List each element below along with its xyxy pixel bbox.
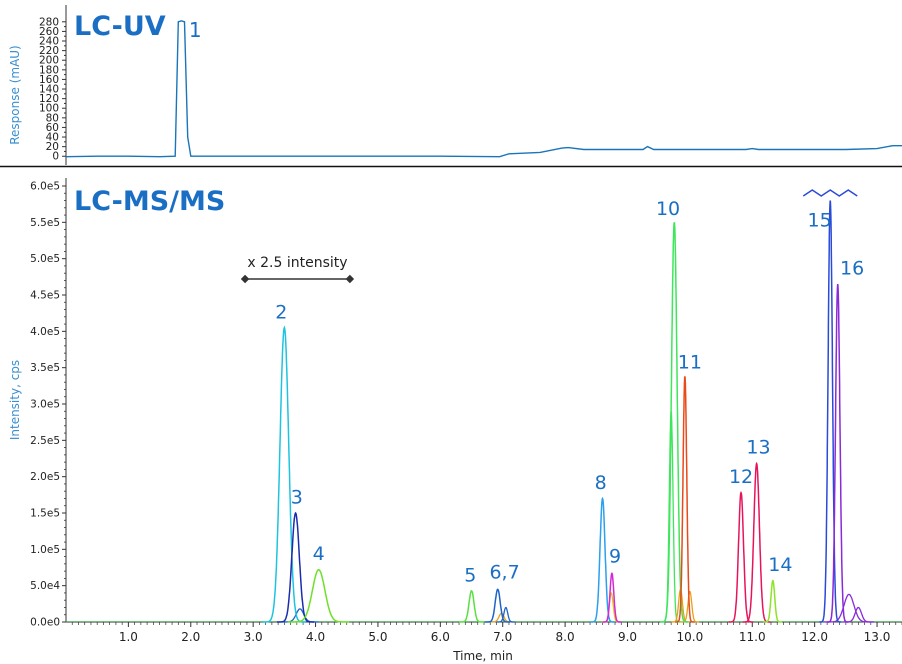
ms-peak-3 bbox=[276, 511, 315, 623]
peak-label-13: 13 bbox=[746, 436, 770, 458]
ms-peak-16 bbox=[826, 283, 849, 623]
ms-minor-peak bbox=[824, 593, 874, 623]
peak-label-6-7: 6,7 bbox=[489, 561, 519, 583]
ms-x-tick-label: 10.0 bbox=[677, 630, 704, 644]
ms-x-axis-label: Time, min bbox=[452, 649, 513, 663]
bracket-label: x 2.5 intensity bbox=[247, 255, 347, 271]
ms-x-tick-label: 1.0 bbox=[119, 630, 138, 644]
uv-y-tick-label: 20 bbox=[46, 141, 59, 153]
ms-x-tick-label: 12.0 bbox=[801, 630, 828, 644]
peak-label-5: 5 bbox=[464, 564, 476, 586]
peak-label-11: 11 bbox=[678, 351, 702, 373]
peak-label-2: 2 bbox=[275, 301, 287, 323]
uv-y-tick-label: 140 bbox=[39, 84, 59, 96]
bracket-end-right bbox=[345, 274, 355, 284]
ms-y-tick-label: 1.5e5 bbox=[30, 508, 60, 520]
uv-y-tick-label: 100 bbox=[39, 103, 59, 115]
peak-label-9: 9 bbox=[609, 545, 621, 567]
uv-y-tick-label: 220 bbox=[39, 45, 59, 57]
ms-peak-10 bbox=[660, 222, 689, 623]
ms-minor-peak bbox=[601, 592, 621, 623]
lc-ms-panel: 0.0e0 5.0e4 1.0e5 1.5e5 2.0e5 2.5e5 3.0e5 3.5e5… bbox=[8, 178, 902, 663]
ms-y-tick-label: 5.0e5 bbox=[30, 253, 60, 265]
bracket-end-left bbox=[240, 274, 250, 284]
ms-peak-11 bbox=[675, 376, 695, 623]
ms-x-tick-label: 2.0 bbox=[181, 630, 200, 644]
uv-y-tick-label: 40 bbox=[46, 132, 59, 144]
peak-label-3: 3 bbox=[291, 487, 303, 509]
peak-label-4: 4 bbox=[313, 543, 325, 565]
ms-x-tick-label: 8.0 bbox=[556, 630, 575, 644]
peak-label-14: 14 bbox=[768, 554, 792, 576]
ms-panel-title: LC-MS/MS bbox=[74, 186, 225, 217]
ms-y-axis-label: Intensity, cps bbox=[8, 360, 22, 440]
uv-panel-title: LC-UV bbox=[74, 11, 166, 42]
ms-y-tick-label: 6.0e5 bbox=[30, 181, 60, 193]
peak-label-15: 15 bbox=[808, 210, 832, 232]
peak-label-1: 1 bbox=[189, 18, 202, 42]
ms-peak-9 bbox=[602, 572, 622, 623]
ms-y-tick-label: 3.0e5 bbox=[30, 399, 60, 411]
axis-break-marker bbox=[802, 189, 858, 197]
uv-y-tick-label: 260 bbox=[39, 26, 59, 38]
uv-y-tick-label: 60 bbox=[46, 122, 59, 134]
peak-label-16: 16 bbox=[840, 258, 864, 280]
ms-x-tick-label: 4.0 bbox=[306, 630, 325, 644]
uv-y-tick-label: 200 bbox=[39, 55, 59, 67]
uv-trace bbox=[65, 20, 902, 158]
ms-peak-5 bbox=[459, 589, 484, 623]
ms-peak-6-7 bbox=[485, 588, 511, 623]
ms-peak-2 bbox=[262, 325, 306, 623]
uv-y-tick-label: 240 bbox=[39, 36, 59, 48]
uv-y-tick-label: 280 bbox=[39, 16, 59, 28]
ms-y-tick-label: 2.5e5 bbox=[30, 435, 60, 447]
ms-y-tick-label: 4.0e5 bbox=[30, 326, 60, 338]
ms-x-tick-label: 3.0 bbox=[244, 630, 263, 644]
ms-minor-peak bbox=[680, 590, 700, 623]
ms-y-tick-label: 5.0e4 bbox=[30, 580, 60, 592]
ms-x-tick-label: 5.0 bbox=[368, 630, 387, 644]
ms-y-tick-label: 0.0e0 bbox=[30, 617, 60, 629]
ms-peak-14 bbox=[763, 579, 783, 623]
ms-y-tick-label: 1.0e5 bbox=[30, 544, 60, 556]
peak-label-10: 10 bbox=[656, 198, 680, 220]
uv-y-tick-label: 180 bbox=[39, 64, 59, 76]
uv-y-tick-label: 80 bbox=[46, 112, 59, 124]
ms-peak-4 bbox=[287, 568, 350, 623]
ms-x-tick-label: 11.0 bbox=[739, 630, 766, 644]
peak-label-8: 8 bbox=[595, 472, 607, 494]
ms-y-tick-label: 5.5e5 bbox=[30, 217, 60, 229]
peak-label-12: 12 bbox=[729, 466, 753, 488]
ms-minor-peak bbox=[496, 606, 515, 623]
ms-x-tick-label: 13.0 bbox=[864, 630, 891, 644]
ms-peak-8 bbox=[590, 496, 615, 623]
uv-y-axis-label: Response (mAU) bbox=[8, 45, 22, 145]
ms-peak-15 bbox=[819, 200, 842, 623]
ms-y-tick-label: 3.5e5 bbox=[30, 362, 60, 374]
ms-x-tick-label: 7.0 bbox=[493, 630, 512, 644]
uv-y-tick-label: 160 bbox=[39, 74, 59, 86]
ms-minor-peak bbox=[842, 606, 874, 623]
ms-y-tick-label: 2.0e5 bbox=[30, 471, 60, 483]
ms-peak-12 bbox=[728, 491, 754, 623]
uv-y-tick-label: 120 bbox=[39, 93, 59, 105]
ms-y-tick-label: 4.5e5 bbox=[30, 290, 60, 302]
ms-x-tick-label: 6.0 bbox=[431, 630, 450, 644]
ms-x-tick-label: 9.0 bbox=[618, 630, 637, 644]
uv-y-tick-label: 0 bbox=[52, 151, 59, 163]
